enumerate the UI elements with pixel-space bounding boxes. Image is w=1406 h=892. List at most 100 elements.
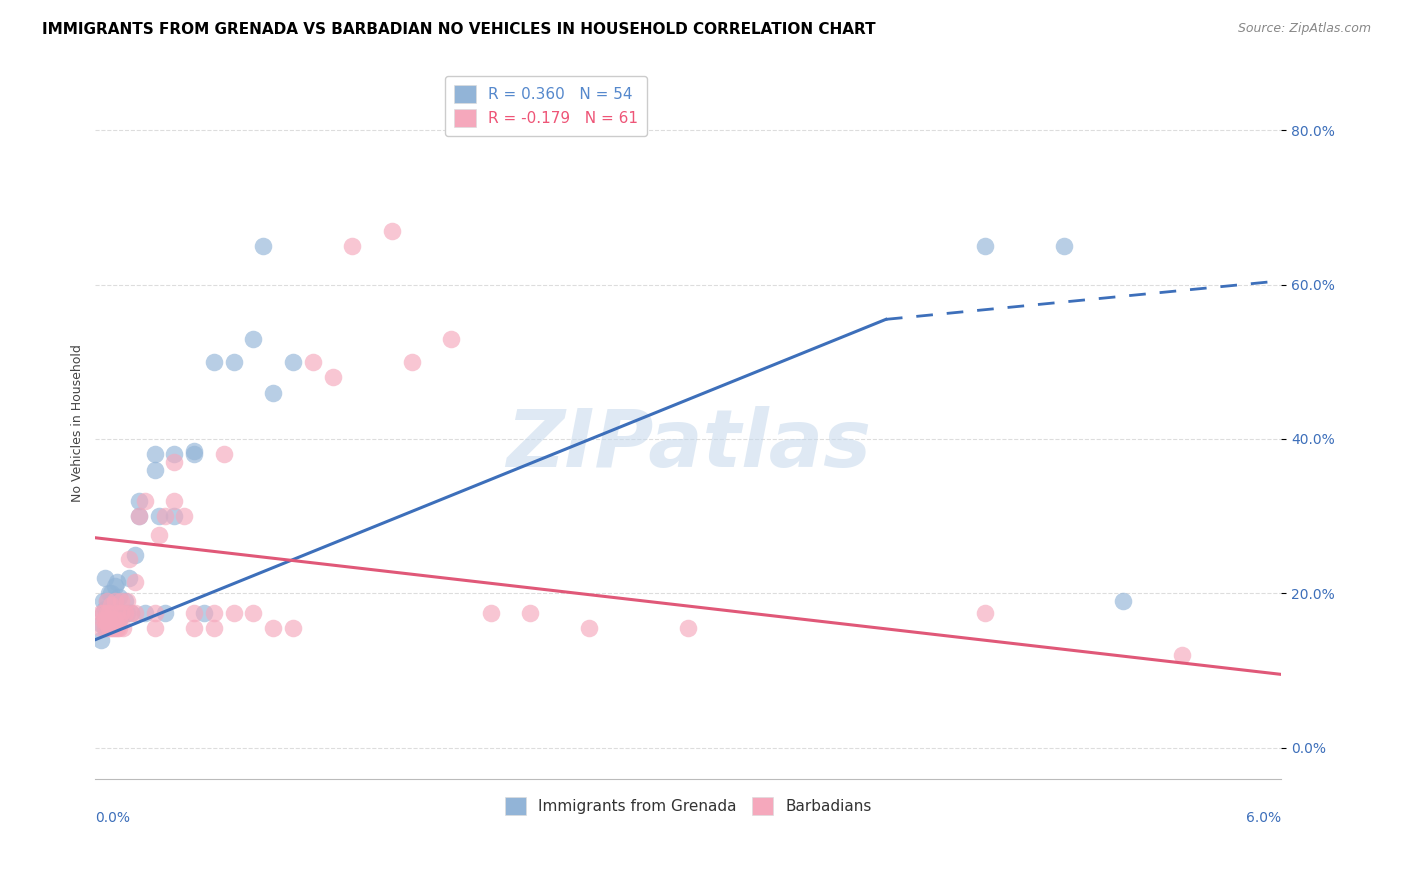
Point xyxy=(973,606,995,620)
Point xyxy=(94,621,117,635)
Point xyxy=(96,606,118,620)
Point xyxy=(134,606,156,620)
Point xyxy=(94,601,117,615)
Point xyxy=(94,571,117,585)
Point xyxy=(96,606,118,620)
Point xyxy=(163,455,186,469)
Point xyxy=(202,621,225,635)
Point xyxy=(222,606,245,620)
Point xyxy=(342,239,364,253)
Text: ZIPatlas: ZIPatlas xyxy=(506,406,870,483)
Point xyxy=(105,574,128,589)
Point xyxy=(134,493,156,508)
Point xyxy=(183,606,205,620)
Point xyxy=(1171,648,1194,662)
Point xyxy=(128,493,150,508)
Point xyxy=(143,463,166,477)
Point xyxy=(173,509,195,524)
Point xyxy=(104,613,127,627)
Point xyxy=(105,621,128,635)
Point xyxy=(163,509,186,524)
Point xyxy=(110,594,132,608)
Point xyxy=(96,609,118,624)
Point xyxy=(104,621,127,635)
Point xyxy=(1053,239,1076,253)
Point xyxy=(193,606,215,620)
Text: 6.0%: 6.0% xyxy=(1246,811,1281,824)
Point xyxy=(90,621,112,635)
Point xyxy=(98,613,121,627)
Point xyxy=(183,621,205,635)
Point xyxy=(143,447,166,461)
Point xyxy=(120,606,142,620)
Point xyxy=(124,574,146,589)
Point xyxy=(401,355,423,369)
Point xyxy=(262,385,284,400)
Point xyxy=(114,606,136,620)
Point xyxy=(101,621,124,635)
Point xyxy=(163,493,186,508)
Point xyxy=(115,606,138,620)
Point xyxy=(105,606,128,620)
Point xyxy=(111,606,134,620)
Point xyxy=(124,606,146,620)
Point xyxy=(118,571,141,585)
Point xyxy=(91,594,114,608)
Point xyxy=(1112,594,1135,608)
Point xyxy=(973,239,995,253)
Point xyxy=(104,594,127,608)
Point xyxy=(98,606,121,620)
Point xyxy=(202,355,225,369)
Point xyxy=(108,613,131,627)
Point xyxy=(252,239,274,253)
Point xyxy=(281,621,304,635)
Point xyxy=(242,606,264,620)
Point xyxy=(242,332,264,346)
Point xyxy=(118,551,141,566)
Point xyxy=(519,606,541,620)
Point xyxy=(578,621,600,635)
Point xyxy=(114,594,136,608)
Point xyxy=(128,509,150,524)
Point xyxy=(90,606,112,620)
Point xyxy=(148,528,170,542)
Point xyxy=(98,586,121,600)
Point xyxy=(301,355,323,369)
Point xyxy=(222,355,245,369)
Point xyxy=(143,606,166,620)
Point xyxy=(105,606,128,620)
Point xyxy=(100,606,122,620)
Point xyxy=(124,548,146,562)
Point xyxy=(153,509,176,524)
Text: Source: ZipAtlas.com: Source: ZipAtlas.com xyxy=(1237,22,1371,36)
Point xyxy=(153,606,176,620)
Point xyxy=(110,606,132,620)
Point xyxy=(98,621,121,635)
Point xyxy=(90,617,112,632)
Point xyxy=(128,509,150,524)
Point xyxy=(120,606,142,620)
Legend: Immigrants from Grenada, Barbadians: Immigrants from Grenada, Barbadians xyxy=(499,791,879,821)
Point xyxy=(98,606,121,620)
Point xyxy=(143,621,166,635)
Point xyxy=(101,609,124,624)
Point xyxy=(96,594,118,608)
Point xyxy=(108,613,131,627)
Point xyxy=(100,598,122,612)
Point xyxy=(100,613,122,627)
Point xyxy=(183,447,205,461)
Point xyxy=(91,606,114,620)
Point xyxy=(94,613,117,627)
Point xyxy=(148,509,170,524)
Point xyxy=(321,370,343,384)
Y-axis label: No Vehicles in Household: No Vehicles in Household xyxy=(72,344,84,502)
Point xyxy=(163,447,186,461)
Point xyxy=(678,621,700,635)
Point xyxy=(98,617,121,632)
Point xyxy=(94,621,117,635)
Point xyxy=(104,606,127,620)
Point xyxy=(108,621,131,635)
Text: IMMIGRANTS FROM GRENADA VS BARBADIAN NO VEHICLES IN HOUSEHOLD CORRELATION CHART: IMMIGRANTS FROM GRENADA VS BARBADIAN NO … xyxy=(42,22,876,37)
Point xyxy=(212,447,235,461)
Point xyxy=(281,355,304,369)
